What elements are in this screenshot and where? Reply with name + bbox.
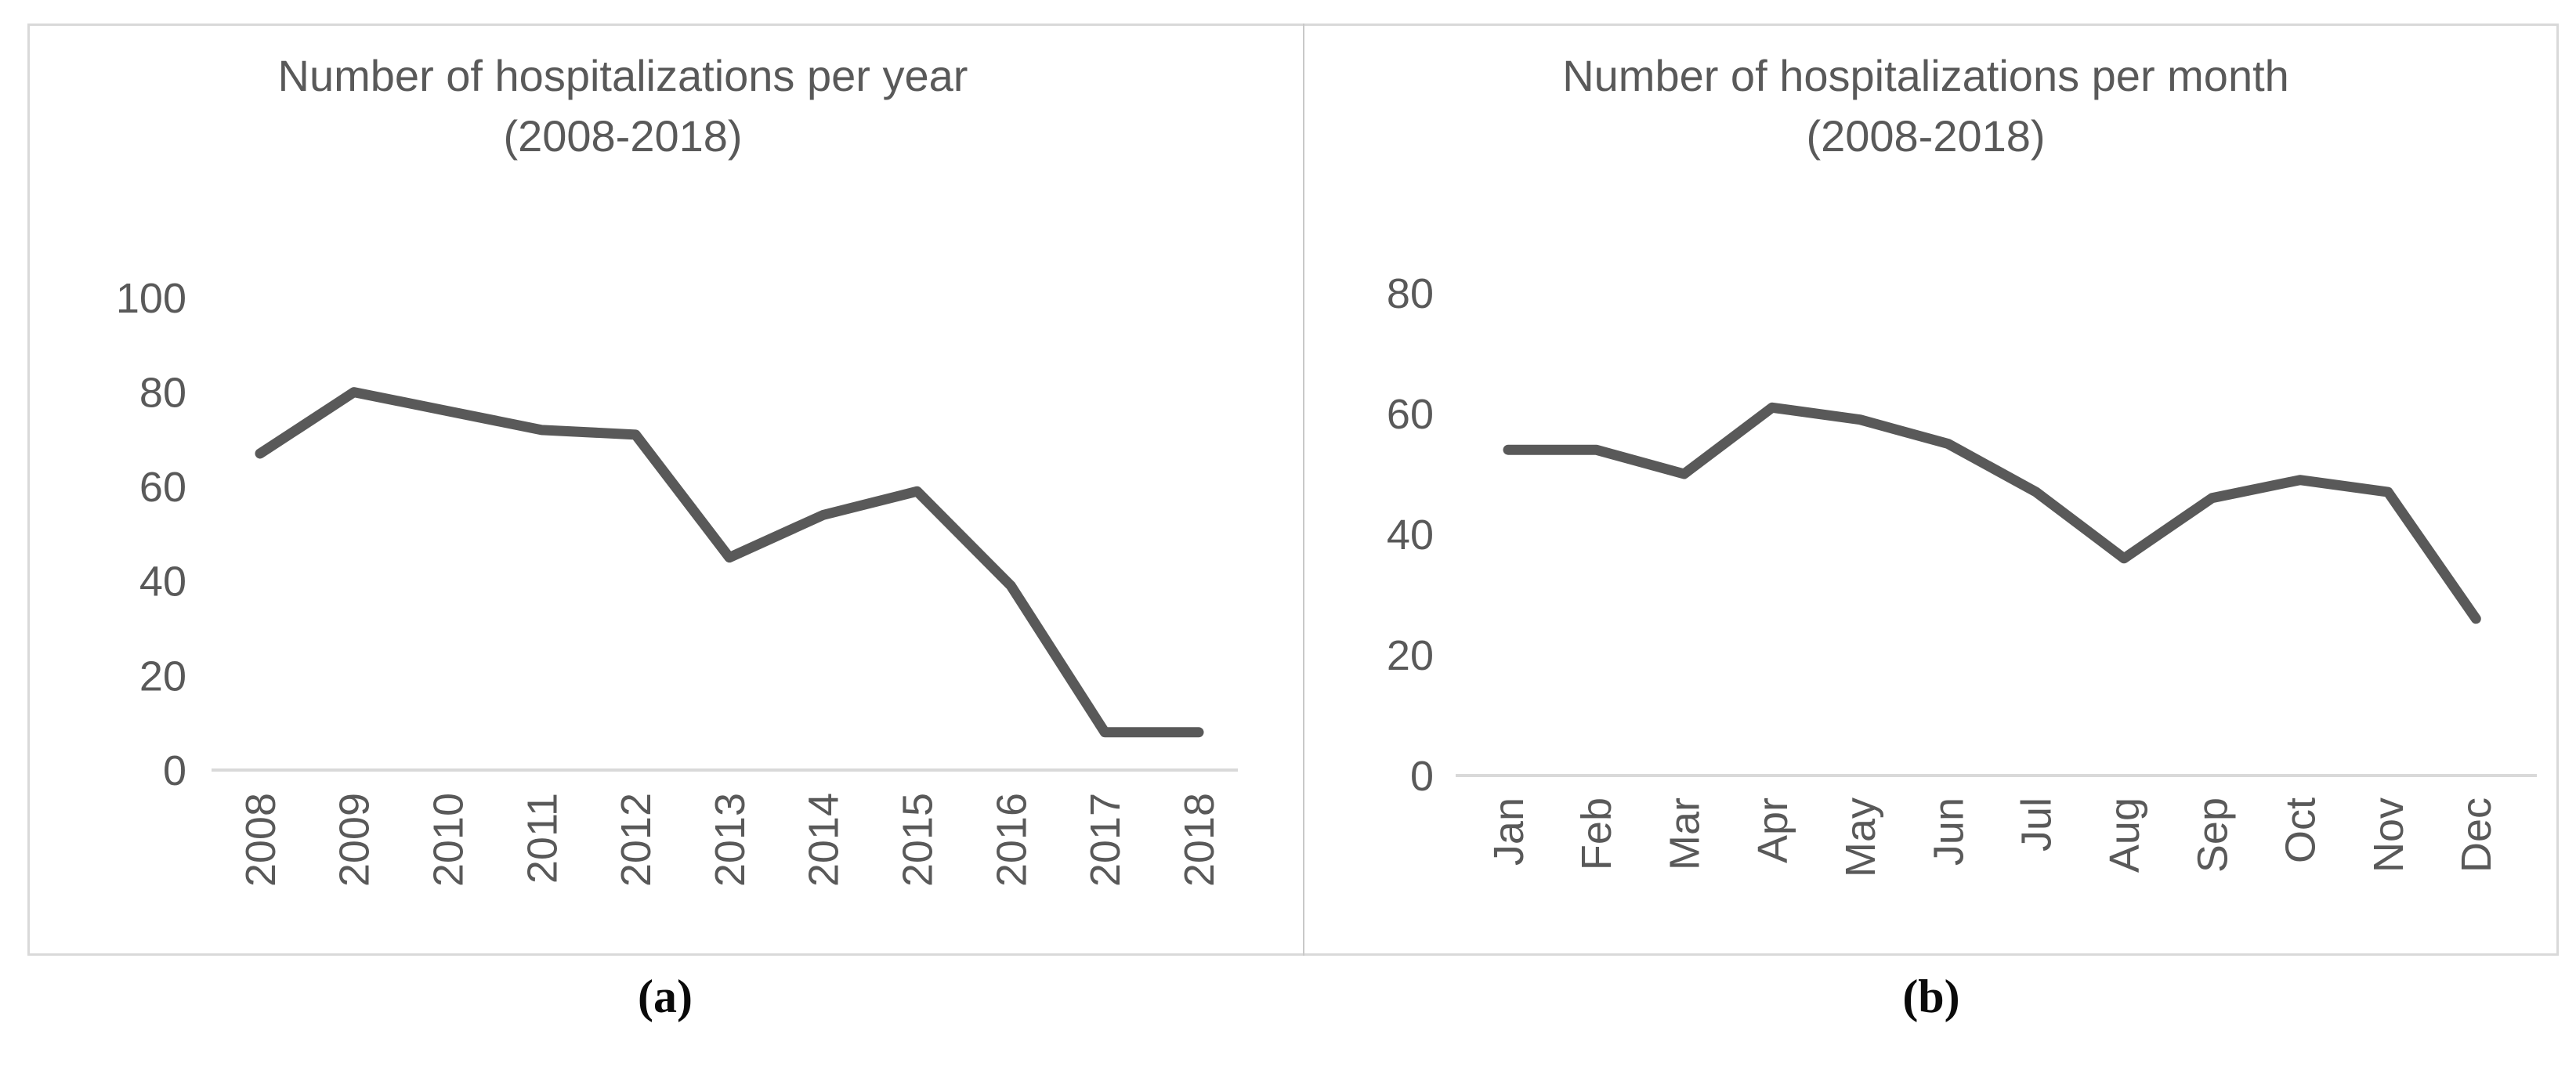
panel-divider <box>1303 24 1304 956</box>
x-tick-label: Jun <box>1925 797 1972 866</box>
chart-a-title-line1: Number of hospitalizations per year <box>277 51 968 100</box>
y-tick-label: 20 <box>139 653 186 700</box>
x-tick-label: 2011 <box>519 793 566 884</box>
x-tick-label: Nov <box>2365 797 2412 873</box>
x-tick-label: 2014 <box>801 793 848 887</box>
y-tick-label: 60 <box>1387 391 1434 438</box>
chart-b-plot: 0 20 40 60 80 Jan Feb Mar Apr May Jun Jul Aug Sep Oct N… <box>1387 270 2537 877</box>
x-tick-label: 2018 <box>1176 793 1223 887</box>
x-tick-label: 2015 <box>895 793 942 887</box>
x-tick-label: Mar <box>1662 797 1709 870</box>
panel-a-caption: (a) <box>638 971 693 1022</box>
x-tick-label: Jan <box>1485 797 1532 866</box>
chart-a-plot: 0 20 40 60 80 100 2008 2009 2010 2011 2012 2013 2014… <box>116 275 1238 887</box>
x-tick-label: 2010 <box>425 793 472 887</box>
x-tick-label: Jul <box>2013 797 2060 852</box>
chart-a-title: Number of hospitalizations per year (200… <box>27 45 1218 167</box>
y-tick-label: 40 <box>1387 512 1434 559</box>
figure-border <box>27 24 2559 956</box>
y-tick-label: 40 <box>139 559 186 606</box>
x-tick-label: Aug <box>2101 797 2148 873</box>
series-line <box>255 387 1204 738</box>
x-tick-label: 2009 <box>331 793 378 887</box>
y-tick-label: 80 <box>139 370 186 417</box>
chart-a-title-line2: (2008-2018) <box>503 111 743 161</box>
x-tick-label: May <box>1837 797 1884 877</box>
chart-b-title: Number of hospitalizations per month (20… <box>1303 45 2549 167</box>
x-tick-label: 2013 <box>707 793 754 887</box>
series-line <box>1503 402 2481 624</box>
chart-b-title-line2: (2008-2018) <box>1806 111 2046 161</box>
y-tick-label: 20 <box>1387 632 1434 679</box>
x-tick-label: 2016 <box>988 793 1035 887</box>
x-tick-label: 2017 <box>1082 793 1129 887</box>
y-tick-label: 60 <box>139 464 186 511</box>
x-tick-label: 2012 <box>613 793 660 887</box>
x-tick-label: Feb <box>1573 797 1620 870</box>
chart-b-title-line1: Number of hospitalizations per month <box>1562 51 2289 100</box>
x-tick-label: Sep <box>2189 797 2236 873</box>
x-tick-label: 2008 <box>237 793 284 887</box>
x-tick-label: Oct <box>2278 797 2325 863</box>
y-tick-label: 100 <box>116 275 186 322</box>
y-tick-label: 0 <box>1410 753 1434 800</box>
x-tick-label: Apr <box>1749 797 1796 863</box>
x-tick-label: Dec <box>2453 797 2500 873</box>
y-tick-label: 0 <box>163 747 186 794</box>
y-tick-label: 80 <box>1387 270 1434 317</box>
panel-b-caption: (b) <box>1902 971 1960 1022</box>
